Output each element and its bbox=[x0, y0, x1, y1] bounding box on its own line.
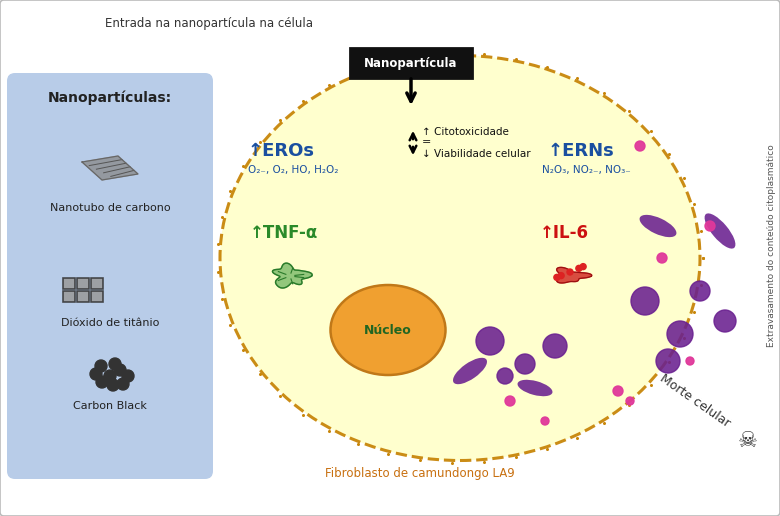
Ellipse shape bbox=[704, 214, 736, 249]
Bar bbox=[77, 278, 89, 289]
Text: =: = bbox=[422, 137, 431, 147]
Bar bbox=[63, 291, 75, 302]
Polygon shape bbox=[272, 263, 312, 288]
Circle shape bbox=[90, 368, 102, 380]
Text: Extravasamento do conteúdo citoplasmático: Extravasamento do conteúdo citoplasmátic… bbox=[768, 144, 777, 347]
Text: ↓ Viabilidade celular: ↓ Viabilidade celular bbox=[422, 149, 530, 159]
Circle shape bbox=[122, 370, 134, 382]
Polygon shape bbox=[82, 156, 138, 180]
Ellipse shape bbox=[640, 215, 676, 237]
Bar bbox=[91, 291, 103, 302]
Ellipse shape bbox=[517, 380, 552, 396]
Text: Dióxido de titânio: Dióxido de titânio bbox=[61, 318, 159, 328]
Circle shape bbox=[631, 287, 659, 315]
Circle shape bbox=[613, 386, 623, 396]
Circle shape bbox=[541, 417, 549, 425]
Circle shape bbox=[554, 275, 560, 280]
Circle shape bbox=[705, 221, 715, 231]
Text: Núcleo: Núcleo bbox=[364, 324, 412, 336]
Circle shape bbox=[657, 253, 667, 263]
Circle shape bbox=[686, 357, 694, 365]
Circle shape bbox=[114, 364, 126, 376]
Bar bbox=[91, 278, 103, 289]
Polygon shape bbox=[556, 267, 592, 283]
Circle shape bbox=[690, 281, 710, 301]
Text: Fibroblasto de camundongo LA9: Fibroblasto de camundongo LA9 bbox=[325, 467, 515, 480]
Text: Morte celular: Morte celular bbox=[658, 372, 732, 430]
Text: Nanotubo de carbono: Nanotubo de carbono bbox=[50, 203, 170, 213]
Text: ↑EROs: ↑EROs bbox=[248, 142, 315, 160]
Circle shape bbox=[567, 269, 573, 275]
Text: ☠: ☠ bbox=[738, 431, 758, 451]
Circle shape bbox=[104, 370, 116, 382]
Circle shape bbox=[96, 376, 108, 388]
FancyBboxPatch shape bbox=[350, 48, 472, 78]
Circle shape bbox=[476, 327, 504, 355]
Bar bbox=[77, 291, 89, 302]
Text: N₂O₃, NO₂₋, NO₃₋: N₂O₃, NO₂₋, NO₃₋ bbox=[542, 165, 631, 175]
Circle shape bbox=[505, 396, 515, 406]
Text: O₂₋, O₂, HO, H₂O₂: O₂₋, O₂, HO, H₂O₂ bbox=[248, 165, 339, 175]
Text: ↑ERNs: ↑ERNs bbox=[548, 142, 615, 160]
Circle shape bbox=[576, 265, 582, 271]
Text: Carbon Black: Carbon Black bbox=[73, 401, 147, 411]
Circle shape bbox=[515, 354, 535, 374]
Text: ↑TNF-α: ↑TNF-α bbox=[250, 224, 318, 242]
Ellipse shape bbox=[453, 358, 487, 384]
Circle shape bbox=[626, 397, 634, 405]
Circle shape bbox=[656, 349, 680, 373]
Circle shape bbox=[635, 141, 645, 151]
Text: Entrada na nanopartícula na célula: Entrada na nanopartícula na célula bbox=[105, 18, 313, 30]
Circle shape bbox=[580, 264, 586, 270]
Circle shape bbox=[667, 321, 693, 347]
Text: ↑ Citotoxicidade: ↑ Citotoxicidade bbox=[422, 127, 509, 137]
Circle shape bbox=[117, 378, 129, 390]
Circle shape bbox=[543, 334, 567, 358]
Circle shape bbox=[558, 272, 564, 279]
FancyBboxPatch shape bbox=[7, 73, 213, 479]
Ellipse shape bbox=[220, 56, 700, 460]
Circle shape bbox=[109, 358, 121, 370]
Circle shape bbox=[714, 310, 736, 332]
Ellipse shape bbox=[331, 285, 445, 375]
Text: Nanopartículas:: Nanopartículas: bbox=[48, 91, 172, 105]
Circle shape bbox=[95, 360, 107, 372]
Bar bbox=[63, 278, 75, 289]
Circle shape bbox=[497, 368, 513, 384]
Text: Nanopartícula: Nanopartícula bbox=[364, 56, 458, 70]
Circle shape bbox=[107, 379, 119, 391]
Text: ↑IL-6: ↑IL-6 bbox=[540, 224, 589, 242]
